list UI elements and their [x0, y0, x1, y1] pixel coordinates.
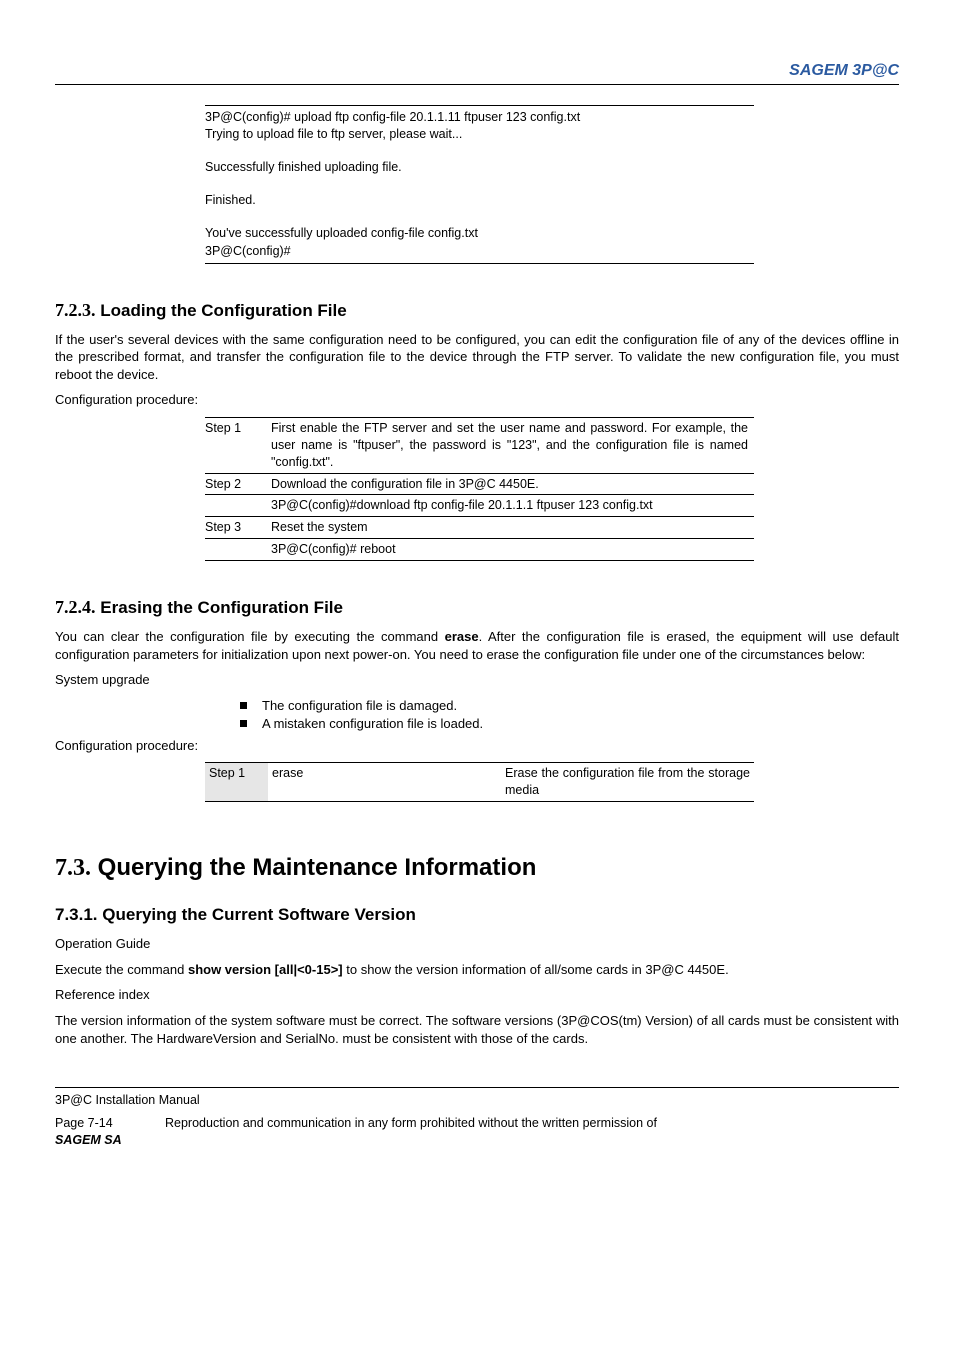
paragraph: Configuration procedure:	[55, 737, 899, 755]
footer-company: SAGEM SA	[55, 1132, 165, 1149]
cli-output-box: 3P@C(config)# upload ftp config-file 20.…	[205, 105, 754, 264]
step-desc: First enable the FTP server and set the …	[271, 417, 754, 473]
text-run: Reproduction and communication in any fo…	[165, 1116, 657, 1130]
paragraph: System upgrade	[55, 671, 899, 689]
paragraph: If the user's several devices with the s…	[55, 331, 899, 384]
paragraph: You can clear the configuration file by …	[55, 628, 899, 663]
cli-line: Successfully finished uploading file.	[205, 159, 754, 176]
footer-repro: Reproduction and communication in any fo…	[165, 1115, 899, 1132]
heading-text: Querying the Current Software Version	[102, 905, 416, 924]
cli-line: Finished.	[205, 192, 754, 209]
heading-text: Erasing the Configuration File	[100, 598, 343, 617]
heading-text: Loading the Configuration File	[100, 301, 346, 320]
bold-term: erase	[445, 629, 479, 644]
cli-line: 3P@C(config)#	[205, 243, 754, 260]
cli-line: Trying to upload file to ftp server, ple…	[205, 126, 754, 143]
text-run: to show the version information of all/s…	[343, 962, 729, 977]
cli-line: 3P@C(config)# upload ftp config-file 20.…	[205, 109, 754, 126]
step-label: Step 2	[205, 473, 271, 495]
footer-page: Page 7-14	[55, 1115, 165, 1132]
bold-term: show version [all|<0-15>]	[188, 962, 343, 977]
header-brand: SAGEM 3P@C	[55, 60, 899, 85]
heading-7-2-3: 7.2.3. Loading the Configuration File	[55, 298, 899, 323]
heading-7-3: 7.3. Querying the Maintenance Informatio…	[55, 852, 899, 884]
step-desc: Erase the configuration file from the st…	[501, 763, 754, 802]
step-desc: Reset the system	[271, 517, 754, 539]
bullet-list: The configuration file is damaged. A mis…	[240, 697, 899, 733]
heading-number: 7.3.	[55, 855, 91, 881]
steps-table-loading: Step 1 First enable the FTP server and s…	[205, 417, 754, 561]
heading-number: 7.2.3.	[55, 300, 96, 320]
heading-7-3-1: 7.3.1. Querying the Current Software Ver…	[55, 904, 899, 927]
erase-step-table: Step 1 erase Erase the configuration fil…	[205, 762, 754, 802]
step-label: Step 3	[205, 517, 271, 539]
paragraph: Execute the command show version [all|<0…	[55, 961, 899, 979]
paragraph: The version information of the system so…	[55, 1012, 899, 1047]
step-label: Step 1	[205, 417, 271, 473]
step-cell	[205, 495, 271, 517]
paragraph: Reference index	[55, 986, 899, 1004]
list-item: A mistaken configuration file is loaded.	[240, 715, 899, 733]
list-item: The configuration file is damaged.	[240, 697, 899, 715]
step-desc: Download the configuration file in 3P@C …	[271, 473, 754, 495]
step-label: Step 1	[205, 763, 268, 802]
footer-manual: 3P@C Installation Manual	[55, 1092, 899, 1109]
text-run: You can clear the configuration file by …	[55, 629, 445, 644]
heading-number: 7.2.4.	[55, 597, 96, 617]
heading-number: 7.3.1.	[55, 905, 98, 924]
step-cell	[205, 539, 271, 561]
step-cmd: 3P@C(config)#download ftp config-file 20…	[271, 495, 754, 517]
step-cmd: 3P@C(config)# reboot	[271, 539, 754, 561]
heading-text: Querying the Maintenance Information	[98, 854, 537, 881]
heading-7-2-4: 7.2.4. Erasing the Configuration File	[55, 595, 899, 620]
text-run: Execute the command	[55, 962, 188, 977]
step-cmd: erase	[268, 763, 501, 802]
cli-line: You've successfully uploaded config-file…	[205, 225, 754, 242]
page-footer: 3P@C Installation Manual Page 7-14 Repro…	[55, 1087, 899, 1149]
paragraph: Operation Guide	[55, 935, 899, 953]
paragraph: Configuration procedure:	[55, 391, 899, 409]
